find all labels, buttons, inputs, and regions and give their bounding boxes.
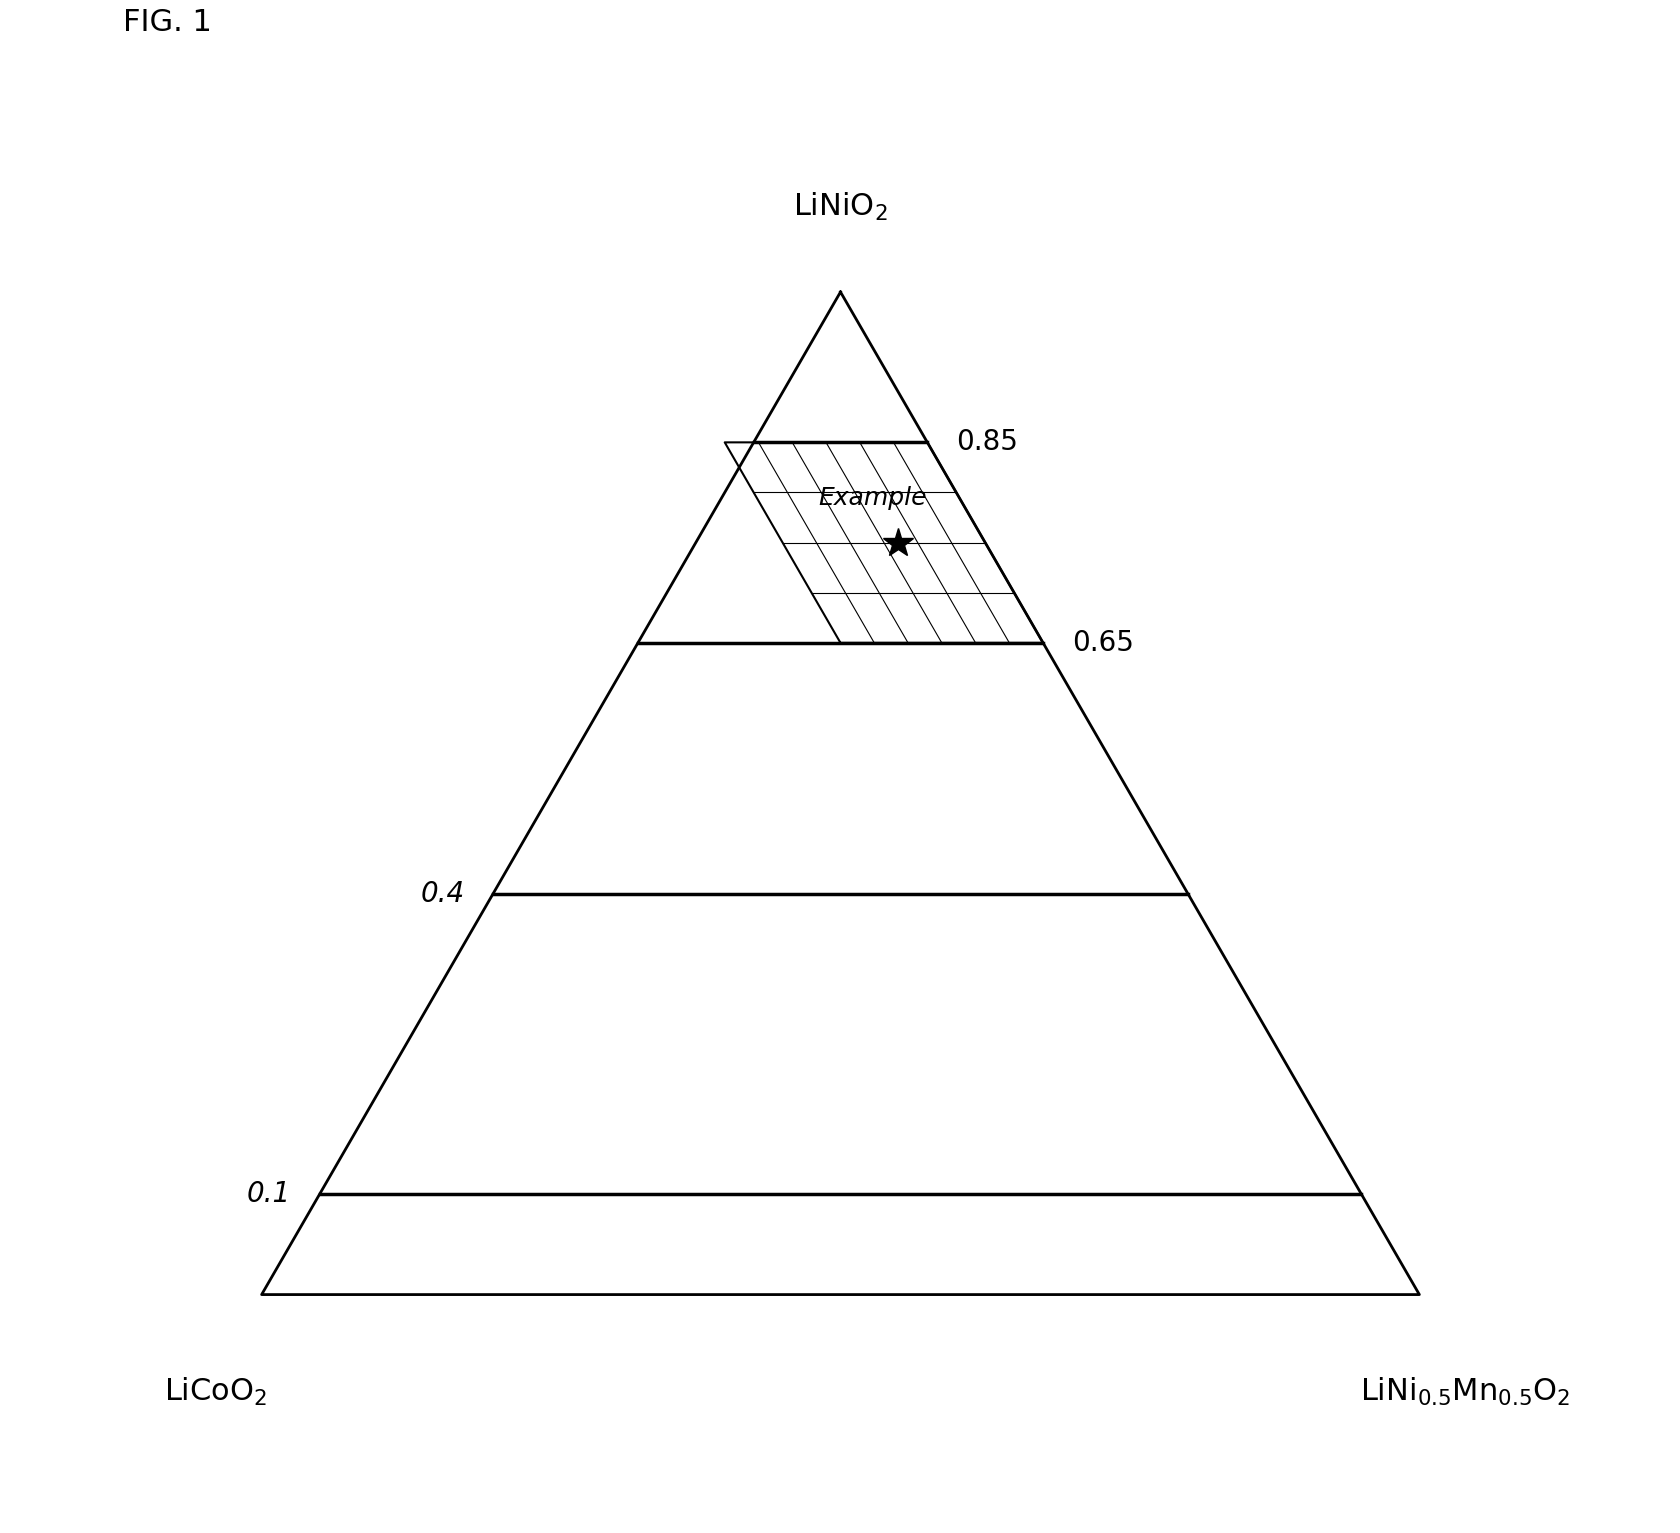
Text: LiNiO$_2$: LiNiO$_2$ xyxy=(793,190,887,222)
Text: FIG. 1: FIG. 1 xyxy=(123,8,212,37)
Text: 0.65: 0.65 xyxy=(1072,629,1134,656)
Text: LiNi$_{0.5}$Mn$_{0.5}$O$_2$: LiNi$_{0.5}$Mn$_{0.5}$O$_2$ xyxy=(1359,1375,1569,1407)
Text: Example: Example xyxy=(818,486,926,509)
Text: 0.1: 0.1 xyxy=(247,1180,291,1208)
Text: 0.85: 0.85 xyxy=(956,428,1018,457)
Text: 0.4: 0.4 xyxy=(420,880,464,908)
Text: LiCoO$_2$: LiCoO$_2$ xyxy=(163,1375,267,1407)
